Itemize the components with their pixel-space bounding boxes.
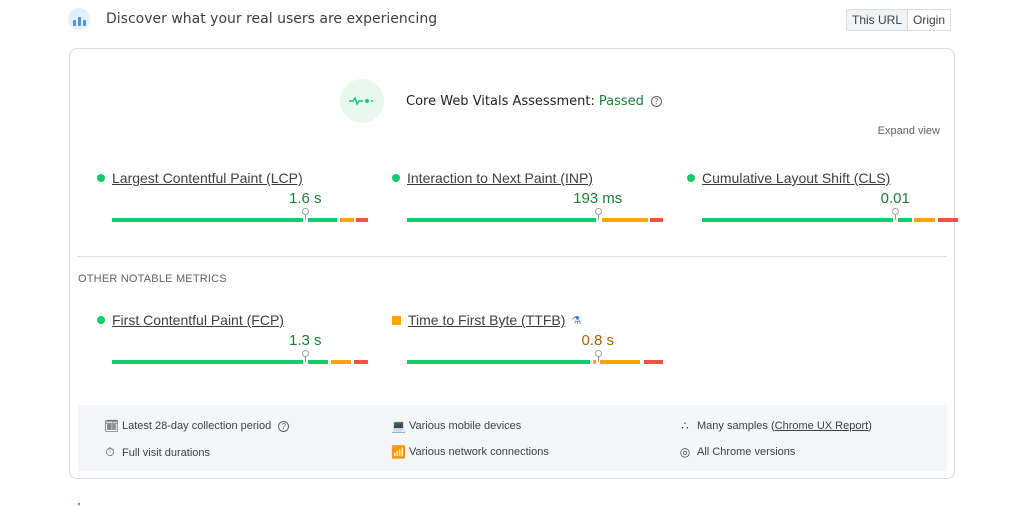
metric-link[interactable]: Cumulative Layout Shift (CLS) [702,170,891,186]
percentile-marker [302,208,310,220]
bar-segment [112,218,303,222]
help-icon[interactable]: ? [278,420,290,432]
divider [77,256,947,257]
good-status-icon [97,316,105,324]
distribution-bar: 1.3 s [112,332,368,372]
network-item: 📶 Various network connections [391,445,549,459]
bar-segment [702,218,893,222]
devices-icon: 💻 [391,419,406,433]
distribution-bar: 1.6 s [112,190,368,230]
metric-link[interactable]: Interaction to Next Paint (INP) [407,170,593,186]
bar-segment [330,360,352,364]
metric-value: 193 ms [573,190,623,207]
users-crux-icon [68,8,90,30]
metric-inp: Interaction to Next Paint (INP) 193 ms [375,170,663,222]
bar-segment [643,360,663,364]
good-status-icon [97,174,105,182]
samples-icon: ∴ [681,419,689,433]
percentile-marker [302,350,310,362]
assessment-status: Passed [598,93,644,109]
calendar-icon: 🗓 [104,419,120,433]
help-icon[interactable]: ? [650,95,662,107]
metric-link[interactable]: Largest Contentful Paint (LCP) [112,170,303,186]
collection-period-item: 🗓 Latest 28-day collection period? [104,419,290,433]
decorative-dot [78,503,80,505]
this-url-tab[interactable]: This URL [847,10,909,30]
metric-value: 0.01 [880,190,910,207]
bar-segment [307,360,329,364]
percentile-marker [594,208,602,220]
bar-segment [339,218,354,222]
metric-link[interactable]: Time to First Byte (TTFB) [408,312,566,328]
needs-improvement-status-icon [392,315,401,325]
bar-segment [600,360,640,364]
bar-segment [914,218,935,222]
origin-tab[interactable]: Origin [913,13,946,27]
bar-segment [650,218,663,222]
other-metrics-heading: OTHER NOTABLE METRICS [78,273,227,285]
bar-segment [112,360,303,364]
distribution-bar: 0.8 s [407,332,663,372]
metric-cls: Cumulative Layout Shift (CLS) 0.01 [670,170,958,222]
distribution-bar: 0.01 [702,190,958,230]
distribution-bar: 193 ms [407,190,663,230]
metric-fcp: First Contentful Paint (FCP) 1.3 s [80,312,368,364]
section-title: Discover what your real users are experi… [106,11,438,27]
percentile-marker [594,350,602,362]
chrome-versions-item: ◎ All Chrome versions [679,445,796,459]
wifi-icon: 📶 [391,445,406,459]
metric-link[interactable]: First Contentful Paint (FCP) [112,312,284,328]
bar-segment [353,360,368,364]
bar-segment [897,218,912,222]
bar-segment [356,218,368,222]
metric-value: 0.8 s [581,332,614,349]
good-status-icon [392,174,400,182]
chrome-ux-report-link[interactable]: Chrome UX Report [774,420,869,432]
bar-segment [601,218,648,222]
chrome-icon: ◎ [679,445,691,459]
metric-value: 1.6 s [289,190,322,207]
cwv-assessment: Core Web Vitals Assessment: Passed? [340,79,662,123]
url-origin-toggle: This URL Origin [846,9,952,31]
timer-icon: ⏱ [105,445,115,459]
bar-segment [407,360,591,364]
metric-lcp: Largest Contentful Paint (LCP) 1.6 s [80,170,368,222]
good-status-icon [687,174,695,182]
section-header: Discover what your real users are experi… [68,8,437,30]
data-details-panel: 🗓 Latest 28-day collection period? ⏱ Full … [78,405,947,471]
percentile-marker [892,208,900,220]
samples-item: ∴ Many samples (Chrome UX Report) [679,419,872,433]
bar-segment [307,218,338,222]
metric-value: 1.3 s [289,332,322,349]
metric-ttfb: Time to First Byte (TTFB) ⚗ 0.8 s [375,312,663,364]
bar-segment [592,360,597,364]
devices-item: 💻 Various mobile devices [391,419,522,433]
heartbeat-icon [340,79,384,123]
expand-view-button[interactable]: Expand view [877,125,940,137]
visit-durations-item: ⏱ Full visit durations [105,445,211,459]
bar-segment [937,218,958,222]
flask-icon: ⚗ [571,314,582,327]
assessment-label: Core Web Vitals Assessment: [406,93,595,109]
field-data-card: Core Web Vitals Assessment: Passed? Expan… [69,48,958,479]
bar-segment [407,218,597,222]
